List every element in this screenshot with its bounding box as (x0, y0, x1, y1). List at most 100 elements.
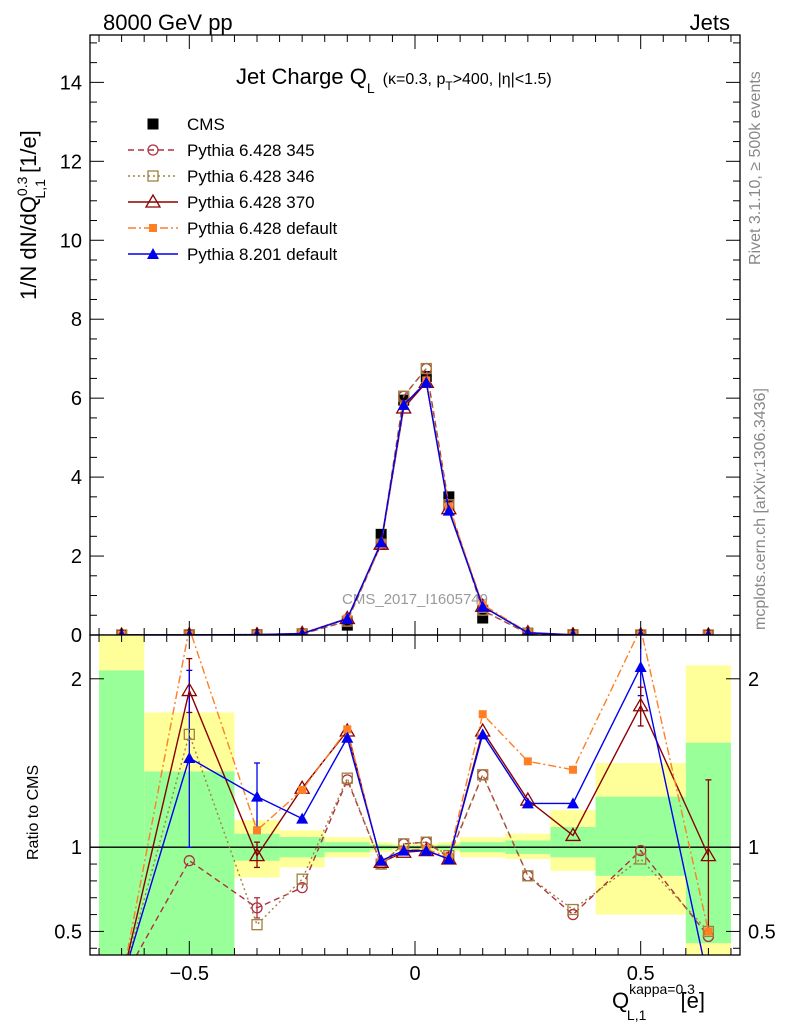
legend-item: Pythia 6.428 345 (128, 141, 315, 160)
main-data-point (420, 376, 433, 388)
ratio-ytick-label: 2 (71, 669, 82, 691)
ratio-data-point (298, 785, 307, 794)
ratio-ytick-label: 0.5 (54, 921, 82, 943)
ratio-xlabel-unit: [e] (674, 988, 705, 1013)
legend-item: Pythia 6.428 370 (128, 193, 315, 212)
chart-title-sub: L (367, 80, 375, 96)
ratio-data-point (183, 751, 196, 763)
main-data-point (443, 491, 455, 503)
main-data-point (442, 504, 455, 516)
ratio-data-point (564, 827, 582, 842)
ratio-data-point (375, 854, 388, 866)
analysis-watermark: CMS_2017_I1605749 (342, 591, 488, 608)
ratio-data-point (442, 853, 455, 864)
ratio-data-point (251, 919, 263, 931)
main-ytick-label: 6 (71, 388, 82, 410)
ratio-data-point (478, 710, 487, 719)
ratio-ytick-label-right: 2 (748, 669, 759, 691)
main-ytick-label: 12 (60, 151, 82, 173)
main-data-point (341, 612, 354, 624)
ratio-ytick-label: 1 (71, 837, 82, 859)
ratio-xlabel-sup: kappa=0.3 (629, 981, 695, 997)
ratio-data-point (568, 765, 577, 774)
ratio-data-point (634, 661, 647, 672)
chart-title: Jet Charge QL (κ=0.3, pT>400, |η|<1.5) (236, 64, 552, 96)
ratio-data-point (523, 757, 532, 766)
ratio-data-point (248, 847, 266, 862)
ratio-data-point (704, 927, 713, 936)
legend-marker (144, 193, 162, 208)
ratio-data-point (702, 925, 715, 938)
ratio-series-line (129, 664, 704, 955)
main-data-point (420, 362, 432, 375)
main-ylabel-sup: 0.3 (14, 176, 30, 196)
ratio-series-line (135, 773, 709, 955)
ratio-content-group (90, 635, 740, 955)
main-ylabel-unit: [1/e] (16, 130, 41, 179)
legend-label: Pythia 6.428 default (187, 219, 338, 238)
legend-label: Pythia 6.428 345 (187, 141, 315, 160)
ratio-data-point (420, 844, 433, 856)
ratio-data-point (296, 812, 309, 824)
ratio-data-point (183, 728, 195, 741)
main-ylabel-sub: L,1 (32, 179, 48, 199)
legend-label: Pythia 6.428 346 (187, 167, 315, 186)
legend-item: CMS (147, 115, 225, 134)
ratio-ytick-label-right: 1 (748, 837, 759, 859)
ratio-ylabel: Ratio to CMS (25, 765, 42, 860)
main-ylabel-text: 1/N dN/dQ (16, 196, 41, 300)
ratio-data-point (566, 797, 579, 809)
ratio-data-point (251, 790, 264, 802)
mcplots-reference-label: mcplots.cern.ch [arXiv:1306.3436] (752, 388, 769, 630)
ratio-data-point (341, 772, 353, 784)
ratio-xlabel-text: Q (612, 988, 629, 1013)
ratio-data-point (341, 731, 354, 743)
ratio-data-point (632, 697, 649, 712)
ratio-panel: 0.5 0.5 1 1 2 2 −0.5 0 0.5 (54, 634, 776, 985)
ratio-data-point (700, 847, 717, 862)
ratio-data-point (397, 844, 410, 856)
main-ytick-label: 10 (60, 230, 82, 252)
legend-item: Pythia 8.201 default (128, 245, 338, 264)
main-panel: 0 2 4 6 8 10 12 14 (60, 34, 741, 647)
ratio-data-point (253, 826, 262, 835)
main-data-point (397, 398, 410, 410)
rivet-version-label: Rivet 3.1.10, ≥ 500k events (747, 71, 764, 265)
ratio-data-point (476, 728, 489, 740)
header-process-label: Jets (690, 10, 730, 35)
main-data-point (477, 612, 489, 624)
ratio-series-line (127, 688, 710, 955)
ratio-data-point (522, 870, 534, 882)
main-data-point (375, 536, 388, 548)
legend: CMS Pythia 6.428 345 Pythia 6.428 346 Pythi… (128, 115, 338, 264)
main-ytick-label: 2 (71, 546, 82, 568)
main-ytick-label: 8 (71, 309, 82, 331)
ratio-data-point (296, 873, 308, 885)
ratio-data-point (567, 903, 579, 916)
chart-title-cond-b: >400, |η|<1.5) (453, 71, 552, 88)
ratio-xtick-label: 0 (409, 963, 420, 985)
legend-marker (147, 118, 159, 130)
legend-item: Pythia 6.428 default (128, 219, 338, 238)
ratio-data-point (521, 797, 534, 809)
ratio-series-line (128, 732, 709, 955)
legend-marker (147, 144, 159, 156)
ratio-data-point (635, 844, 647, 857)
ratio-data-point (343, 725, 352, 734)
ratio-xtick-label: 0.5 (627, 963, 655, 985)
main-ylabel: 1/N dN/dQ0.3 L,1 [1/e] (14, 130, 48, 300)
ratio-data-point (477, 769, 489, 781)
legend-label: Pythia 8.201 default (187, 245, 338, 264)
header-energy-label: 8000 GeV pp (103, 10, 233, 35)
main-ytick-label: 14 (60, 72, 82, 94)
main-ytick-label: 0 (71, 625, 82, 647)
ratio-data-point (181, 682, 198, 697)
legend-marker (147, 170, 159, 182)
chart-title-cond-a: (κ=0.3, p (383, 71, 446, 88)
legend-label: Pythia 6.428 370 (187, 193, 315, 212)
main-data-point (341, 619, 353, 631)
chart-title-main: Jet Charge Q (236, 64, 367, 89)
ratio-ytick-label-right: 0.5 (748, 921, 776, 943)
ratio-xlabel: Qkappa=0.3 L,1 [e] (612, 981, 705, 1023)
